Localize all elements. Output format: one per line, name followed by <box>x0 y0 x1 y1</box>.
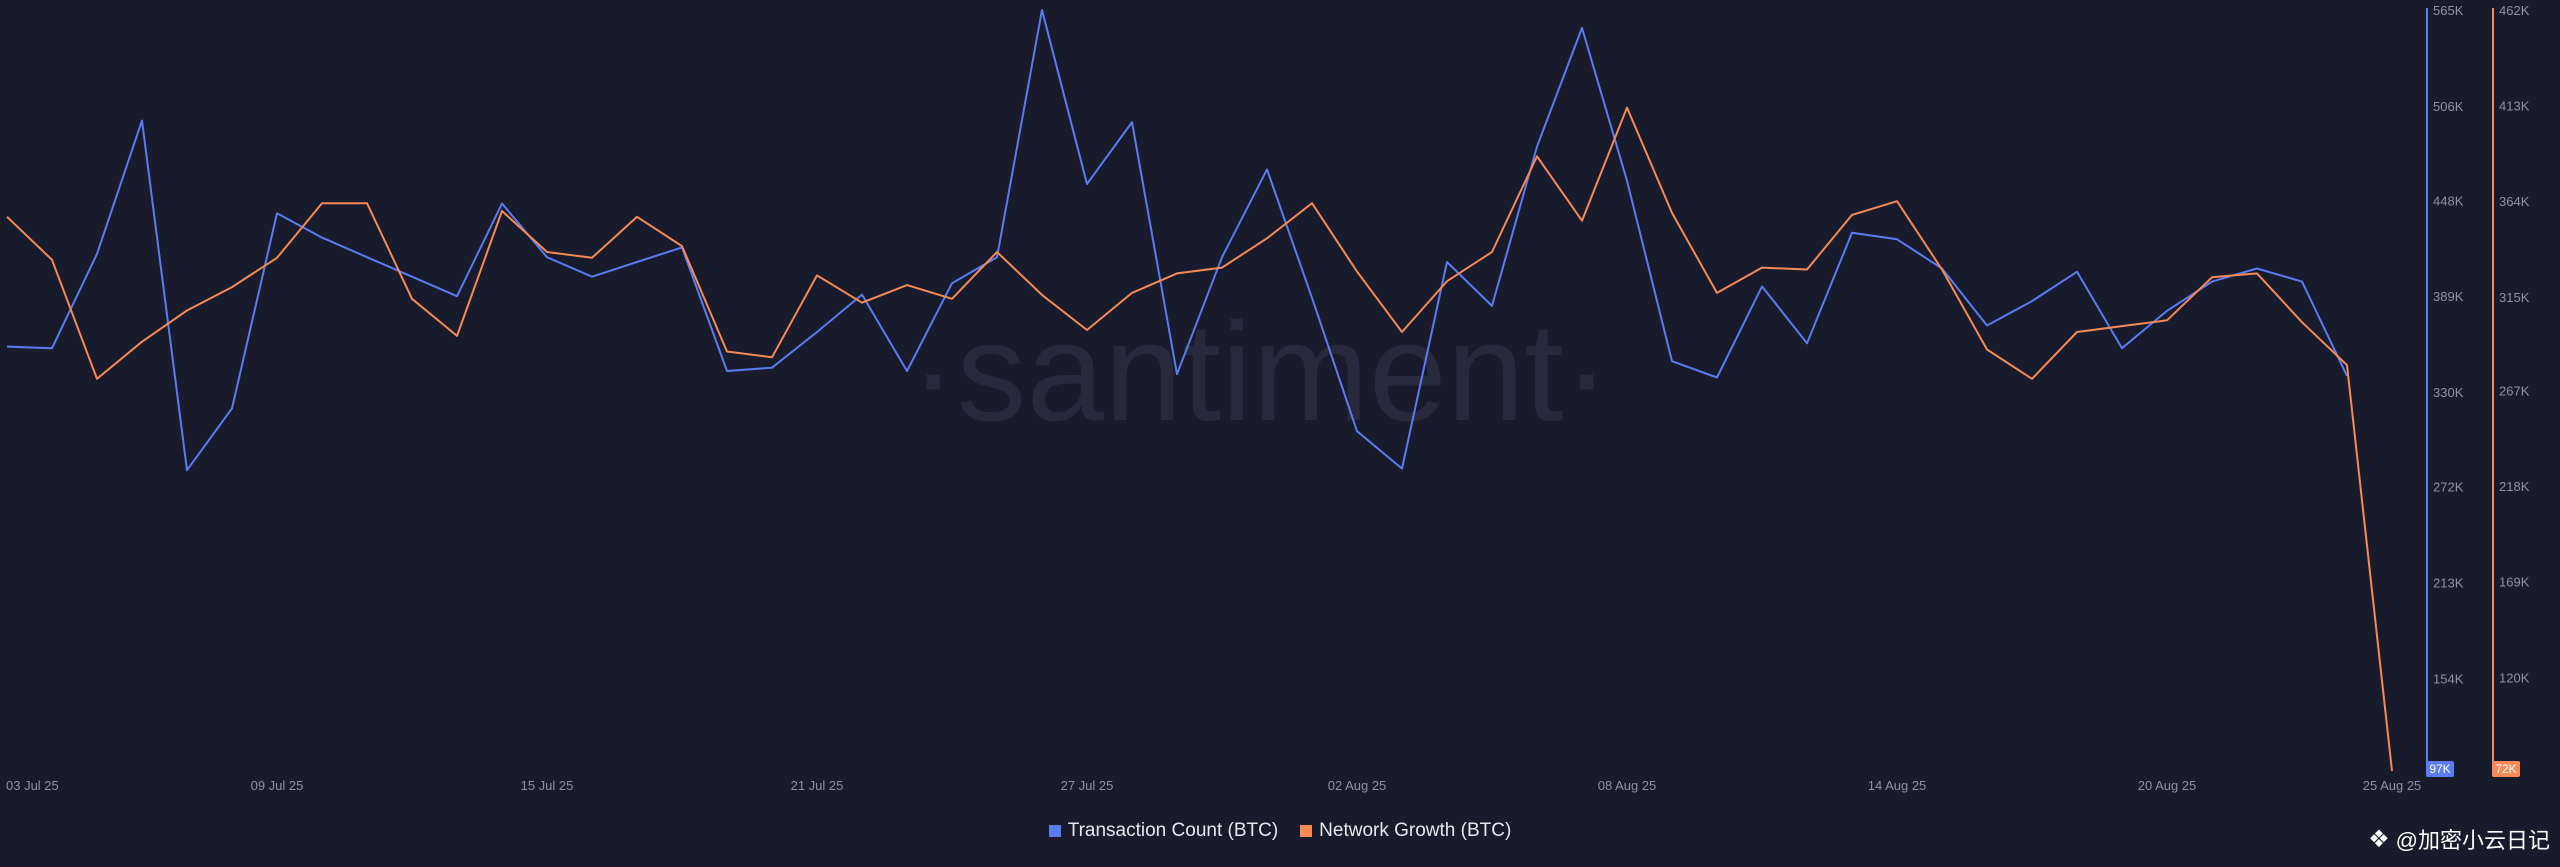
y-right-tick-label: 169K <box>2499 575 2530 590</box>
last-value-badge-transaction-count <box>2426 761 2454 777</box>
last-value-badge-label: 97K <box>2429 762 2450 776</box>
y-left-tick-label: 272K <box>2433 479 2464 494</box>
y-left-tick-label: 213K <box>2433 575 2464 590</box>
y-right-tick-label: 218K <box>2499 479 2530 494</box>
y-left-tick-label: 448K <box>2433 193 2464 208</box>
legend-swatch-orange <box>1300 825 1313 837</box>
x-tick-label: 09 Jul 25 <box>251 778 304 793</box>
last-value-badge-label: 72K <box>2495 762 2516 776</box>
footer-watermark: ❖ @加密小云日记 <box>2368 823 2550 855</box>
x-tick-label: 25 Aug 25 <box>2363 778 2422 793</box>
binance-diamond-icon: ❖ <box>2368 825 2390 853</box>
x-tick-label: 21 Jul 25 <box>791 778 844 793</box>
y-left-tick-label: 389K <box>2433 289 2464 304</box>
x-tick-label: 08 Aug 25 <box>1598 778 1657 793</box>
legend-item-transaction-count[interactable]: Transaction Count (BTC) <box>1048 820 1279 842</box>
last-value-badge-network-growth <box>2492 761 2520 777</box>
y-right-tick-label: 364K <box>2499 194 2530 209</box>
axes: 154K 213K 272K 330K 389K 448K 506K 565K 120K 169K… <box>6 3 2530 793</box>
series-line-transaction-count <box>6 9 2348 472</box>
santiment-watermark: ·santiment· <box>910 293 1610 450</box>
y-left-tick-label: 330K <box>2433 385 2464 400</box>
y-left-tick-label: 565K <box>2433 3 2464 18</box>
x-tick-label: 15 Jul 25 <box>521 778 574 793</box>
y-left-tick-label: 154K <box>2433 671 2464 686</box>
legend-item-network-growth[interactable]: Network Growth (BTC) <box>1300 820 1511 842</box>
x-tick-label: 14 Aug 25 <box>1868 778 1927 793</box>
y-right-tick-label: 413K <box>2499 99 2530 114</box>
legend-label-transaction-count: Transaction Count (BTC) <box>1067 820 1279 841</box>
x-tick-label: 27 Jul 25 <box>1061 778 1114 793</box>
legend-label-network-growth: Network Growth (BTC) <box>1319 820 1512 841</box>
chart-legend: Transaction Count (BTC) Network Growth (… <box>0 820 2560 842</box>
series-line-network-growth <box>6 106 2393 772</box>
x-tick-label: 20 Aug 25 <box>2138 778 2197 793</box>
x-tick-label: 02 Aug 25 <box>1328 778 1387 793</box>
y-left-tick-label: 506K <box>2433 99 2464 114</box>
y-right-tick-label: 462K <box>2499 3 2530 18</box>
footer-watermark-text: @加密小云日记 <box>2395 828 2550 853</box>
x-tick-label: 03 Jul 25 <box>6 778 59 793</box>
y-right-tick-label: 315K <box>2499 290 2530 305</box>
series-layer <box>6 9 2393 772</box>
y-right-tick-label: 120K <box>2499 670 2530 685</box>
legend-swatch-blue <box>1048 825 1061 837</box>
last-value-badges: 97K 72K <box>2426 761 2520 777</box>
y-right-tick-label: 267K <box>2499 384 2530 399</box>
